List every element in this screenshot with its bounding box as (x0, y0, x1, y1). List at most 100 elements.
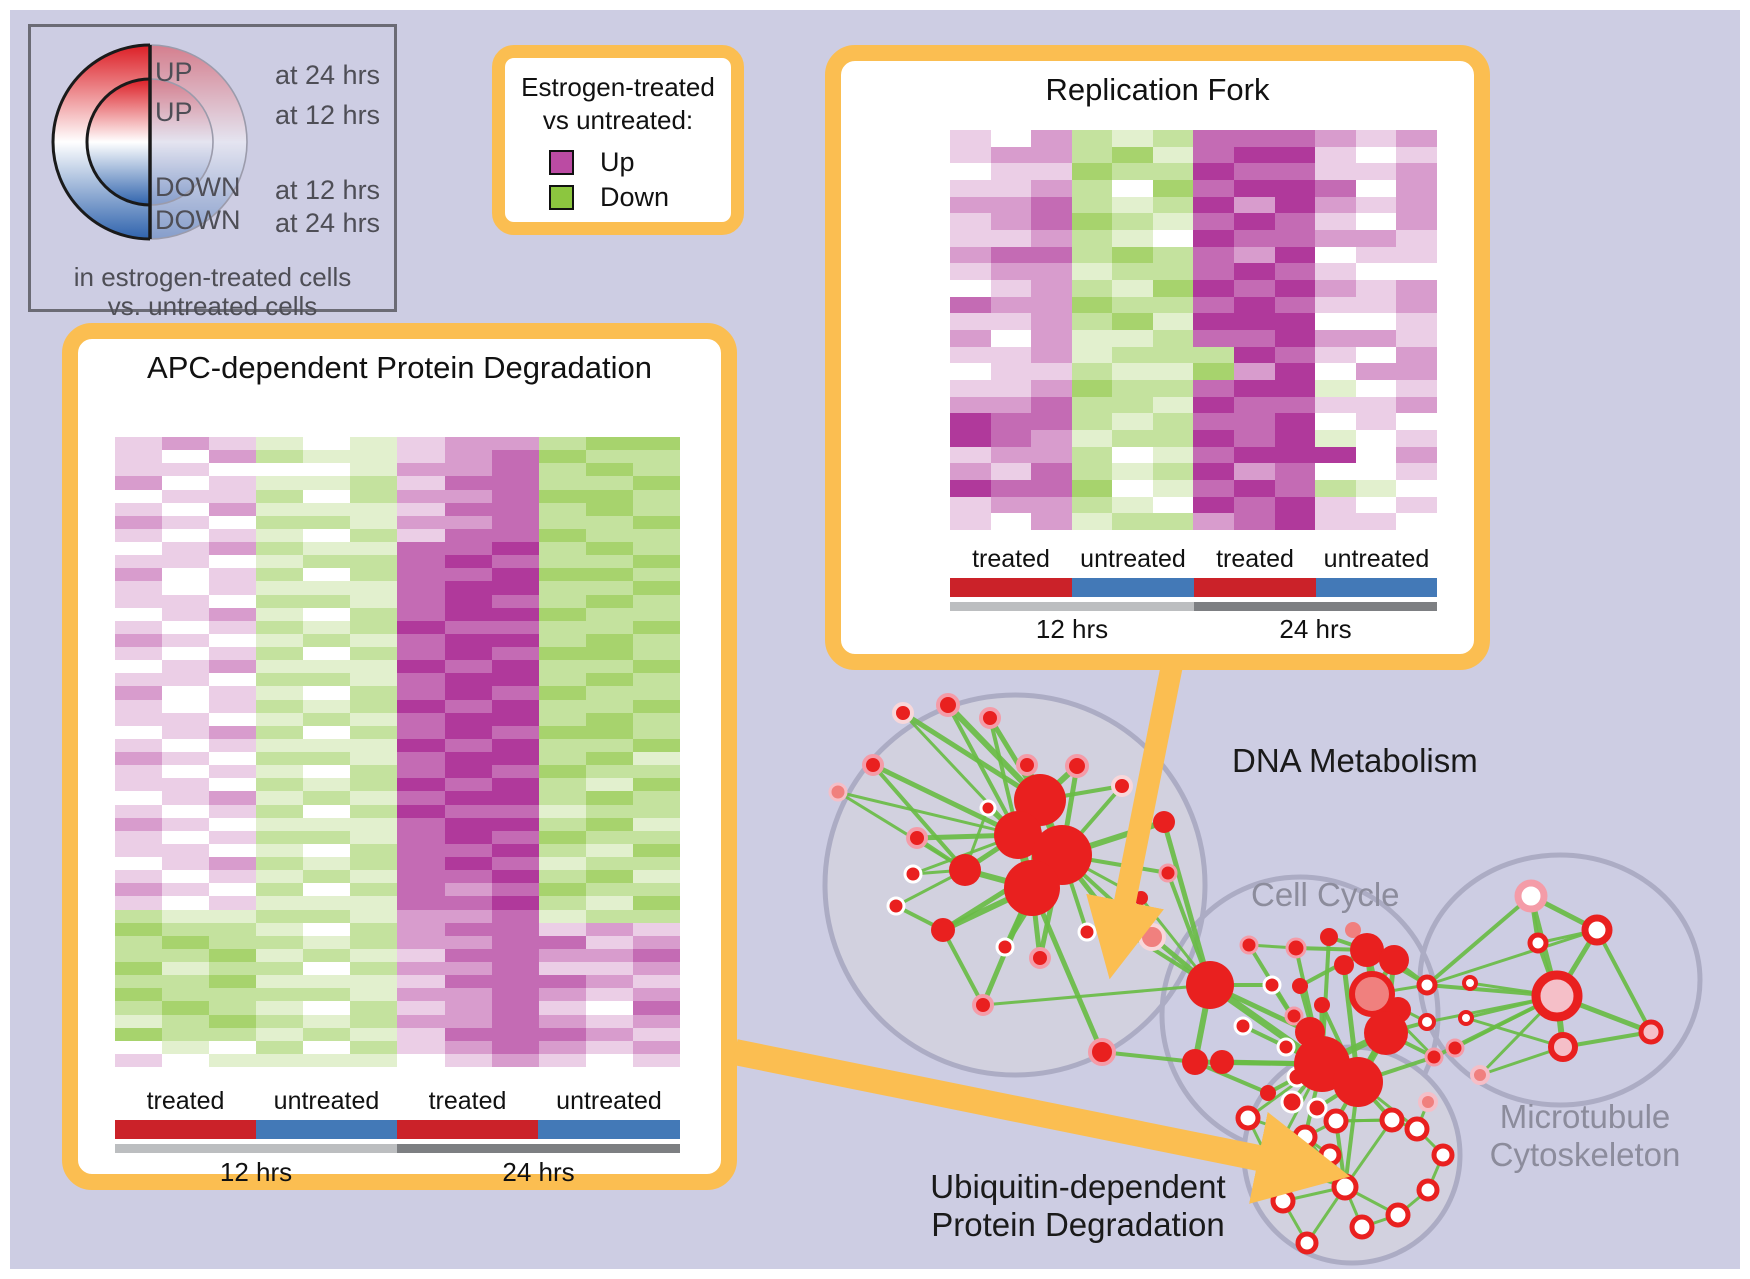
heatmap-cell (303, 673, 351, 687)
network-node[interactable] (995, 937, 1015, 957)
network-node[interactable] (862, 754, 884, 776)
network-node[interactable] (1262, 975, 1282, 995)
network-node[interactable] (1349, 971, 1395, 1017)
network-node[interactable] (1285, 937, 1307, 959)
network-node[interactable] (1320, 928, 1338, 946)
network-node[interactable] (949, 854, 981, 886)
heatmap-cell (491, 437, 539, 451)
heatmap-cell (1152, 429, 1194, 447)
network-node[interactable] (828, 782, 848, 802)
network-node[interactable] (1235, 1105, 1261, 1131)
heatmap-cell (491, 909, 539, 923)
network-node[interactable] (1158, 863, 1178, 883)
network-node[interactable] (1514, 879, 1548, 913)
network-node[interactable] (886, 896, 906, 916)
heatmap-cell (209, 450, 257, 464)
network-node[interactable] (1531, 970, 1583, 1022)
ring-legend-graphic (51, 43, 250, 243)
network-node[interactable] (1260, 1085, 1276, 1101)
heatmap-cell (538, 568, 586, 582)
network-node[interactable] (1404, 1116, 1430, 1142)
network-node[interactable] (903, 864, 923, 884)
heatmap-cell (256, 515, 304, 529)
network-node[interactable] (1323, 1108, 1349, 1134)
network-node[interactable] (1548, 1032, 1578, 1062)
network-node[interactable] (1333, 1057, 1383, 1107)
network-node[interactable] (1364, 1011, 1408, 1055)
network-node[interactable] (1527, 932, 1549, 954)
heatmap-cell (632, 502, 680, 516)
network-node[interactable] (1270, 1188, 1296, 1214)
heatmap-cell (303, 686, 351, 700)
network-node[interactable] (1292, 978, 1308, 994)
network-node[interactable] (1138, 923, 1166, 951)
network-node[interactable] (1345, 922, 1361, 938)
network-node[interactable] (1385, 1202, 1411, 1228)
network-node[interactable] (906, 827, 928, 849)
network-node[interactable] (931, 918, 955, 942)
heatmap-cell (397, 857, 445, 871)
network-node[interactable] (972, 994, 994, 1016)
network-node[interactable] (1111, 775, 1133, 797)
network-node[interactable] (1276, 1037, 1296, 1057)
network-node[interactable] (1331, 1173, 1359, 1201)
network-node[interactable] (1445, 1038, 1465, 1058)
network-node[interactable] (994, 811, 1042, 859)
heatmap-cell (1315, 463, 1356, 480)
network-node[interactable] (1431, 1143, 1455, 1167)
network-node[interactable] (1638, 1019, 1664, 1045)
heatmap-cell (1112, 429, 1153, 447)
network-node[interactable] (979, 707, 1001, 729)
network-node[interactable] (1280, 1090, 1304, 1114)
network-node[interactable] (1186, 961, 1234, 1009)
network-node[interactable] (892, 702, 914, 724)
heatmap-cell (1071, 379, 1113, 397)
heatmap-cell (256, 870, 304, 884)
heatmap-cell (1355, 213, 1397, 230)
network-node[interactable] (1239, 935, 1259, 955)
network-node[interactable] (1334, 955, 1354, 975)
network-node[interactable] (1295, 1231, 1319, 1255)
network-node[interactable] (1349, 1214, 1375, 1240)
network-node[interactable] (1153, 811, 1175, 833)
heatmap-cell (256, 502, 304, 516)
network-node[interactable] (1004, 860, 1060, 916)
network-node[interactable] (1462, 975, 1478, 991)
network-node[interactable] (1284, 1006, 1304, 1026)
network-node[interactable] (1416, 974, 1438, 996)
network-node[interactable] (1379, 945, 1409, 975)
heatmap-cell (115, 463, 163, 477)
network-node[interactable] (1182, 1049, 1208, 1075)
heatmap-cell (256, 948, 304, 962)
heatmap-cell (397, 673, 445, 687)
heatmap-cell (350, 738, 398, 752)
network-node[interactable] (1418, 1013, 1436, 1031)
network-node[interactable] (1418, 1092, 1438, 1112)
network-node[interactable] (1029, 947, 1051, 969)
network-node[interactable] (1470, 1065, 1490, 1085)
network-node[interactable] (979, 799, 997, 817)
network-node[interactable] (1318, 1143, 1342, 1167)
network-node[interactable] (1306, 1097, 1328, 1119)
network-node[interactable] (1581, 914, 1613, 946)
heatmap-cell (397, 962, 445, 976)
network-node[interactable] (1210, 1050, 1234, 1074)
network-node[interactable] (1424, 1047, 1444, 1067)
network-node[interactable] (1416, 1178, 1440, 1202)
network-node[interactable] (1350, 933, 1384, 967)
network-node[interactable] (1016, 754, 1038, 776)
network-node[interactable] (1077, 922, 1097, 942)
network-node[interactable] (1292, 1124, 1318, 1150)
heatmap-cell (350, 594, 398, 608)
heatmap-cell (538, 686, 586, 700)
heatmap-cell (585, 594, 633, 608)
network-node[interactable] (1314, 997, 1330, 1013)
network-node[interactable] (1088, 1038, 1116, 1066)
updown-title-line1: Estrogen-treated (521, 72, 715, 102)
network-node[interactable] (1379, 1107, 1405, 1133)
network-node[interactable] (1065, 754, 1089, 778)
network-node[interactable] (1458, 1010, 1474, 1026)
heatmap-cell (538, 620, 586, 634)
network-node[interactable] (1233, 1016, 1253, 1036)
network-node[interactable] (936, 693, 960, 717)
